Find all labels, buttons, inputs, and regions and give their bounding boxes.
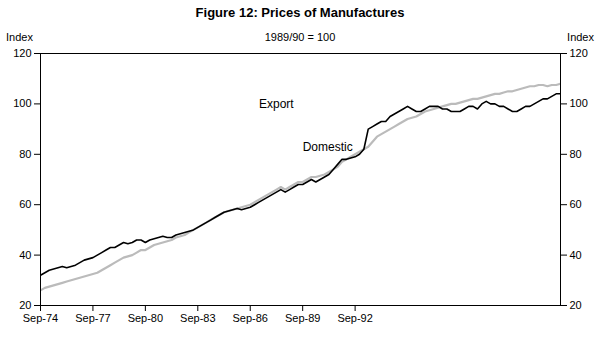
- svg-text:40: 40: [570, 249, 582, 261]
- svg-text:20: 20: [570, 299, 582, 311]
- html-text:Index: Index: [567, 31, 594, 43]
- svg-text:100: 100: [13, 97, 31, 109]
- svg-text:20: 20: [19, 299, 31, 311]
- svg-text:100: 100: [570, 97, 588, 109]
- svg-text:80: 80: [19, 148, 31, 160]
- svg-text:80: 80: [570, 148, 582, 160]
- html-text:Index: Index: [6, 31, 33, 43]
- svg-text:Sep-80: Sep-80: [128, 312, 163, 324]
- svg-text:Sep-86: Sep-86: [233, 312, 268, 324]
- svg-text:Sep-77: Sep-77: [75, 312, 110, 324]
- svg-text:Sep-92: Sep-92: [337, 312, 372, 324]
- svg-text:Sep-83: Sep-83: [180, 312, 215, 324]
- html-text:Figure 12: Prices of Manufactu: Figure 12: Prices of Manufactures: [195, 5, 405, 20]
- svg-text:Sep-89: Sep-89: [285, 312, 320, 324]
- svg-text:60: 60: [570, 198, 582, 210]
- svg-text:Domestic: Domestic: [303, 140, 353, 154]
- svg-text:120: 120: [570, 47, 588, 59]
- html-text:1989/90 = 100: 1989/90 = 100: [264, 31, 336, 43]
- svg-text:Sep-74: Sep-74: [23, 312, 58, 324]
- svg-text:40: 40: [19, 249, 31, 261]
- svg-text:120: 120: [13, 47, 31, 59]
- svg-text:Export: Export: [259, 97, 294, 111]
- svg-text:60: 60: [19, 198, 31, 210]
